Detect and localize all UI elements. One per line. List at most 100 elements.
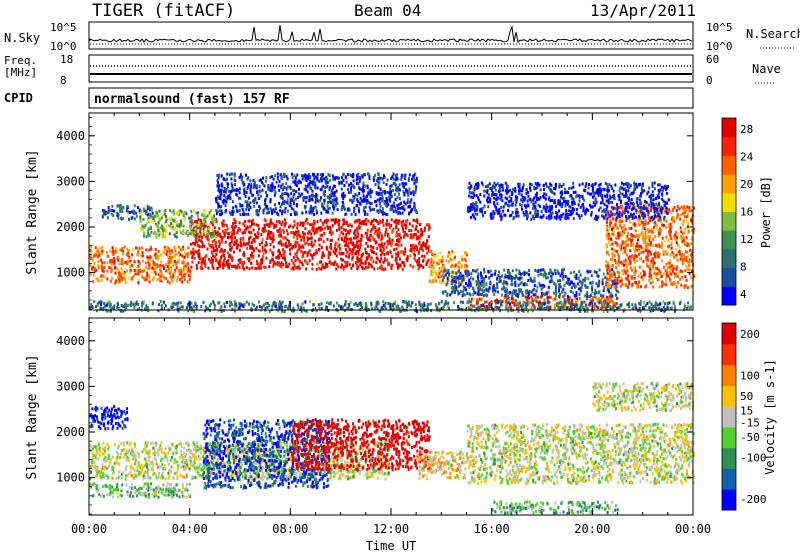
heatmap-cell bbox=[331, 231, 334, 235]
heatmap-cell bbox=[334, 252, 336, 255]
heatmap-cell bbox=[195, 230, 197, 234]
heatmap-cell bbox=[94, 252, 97, 256]
heatmap-cell bbox=[515, 289, 517, 293]
heatmap-cell bbox=[421, 248, 424, 252]
heatmap-cell bbox=[406, 259, 409, 263]
heatmap-cell bbox=[287, 194, 290, 198]
heatmap-cell bbox=[670, 230, 672, 234]
heatmap-cell bbox=[424, 244, 427, 248]
heatmap-cell bbox=[308, 199, 311, 203]
heatmap-cell bbox=[641, 269, 644, 273]
heatmap-cell bbox=[338, 234, 341, 238]
heatmap-cell bbox=[645, 207, 648, 211]
heatmap-cell bbox=[652, 264, 655, 268]
heatmap-cell bbox=[304, 227, 307, 231]
heatmap-cell bbox=[257, 249, 260, 253]
heatmap-cell bbox=[238, 196, 241, 200]
heatmap-cell bbox=[233, 178, 236, 182]
heatmap-cell bbox=[109, 258, 112, 262]
cpid-text: normalsound (fast) 157 RF bbox=[94, 92, 290, 107]
heatmap-cell bbox=[140, 210, 143, 213]
heatmap-cell bbox=[105, 251, 108, 254]
heatmap-cell bbox=[661, 246, 663, 249]
heatmap-cell bbox=[203, 219, 206, 223]
heatmap-cell bbox=[457, 281, 460, 285]
heatmap-cell bbox=[340, 181, 343, 185]
heatmap-cell bbox=[309, 236, 312, 240]
heatmap-cell bbox=[509, 305, 512, 309]
heatmap-cell bbox=[272, 177, 275, 181]
heatmap-cell bbox=[330, 233, 333, 237]
heatmap-cell bbox=[677, 213, 680, 217]
heatmap-cell bbox=[454, 264, 457, 268]
heatmap-cell bbox=[625, 243, 628, 247]
heatmap-cell bbox=[681, 275, 684, 279]
heatmap-cell bbox=[172, 275, 175, 279]
heatmap-cell bbox=[381, 236, 384, 240]
heatmap-cell bbox=[605, 264, 608, 268]
heatmap-cell bbox=[484, 293, 487, 297]
heatmap-cell bbox=[370, 190, 373, 194]
heatmap-cell bbox=[627, 243, 630, 247]
heatmap-cell bbox=[691, 229, 693, 233]
heatmap-cell bbox=[260, 178, 262, 182]
heatmap-cell bbox=[220, 182, 223, 186]
heatmap-cell bbox=[197, 261, 200, 265]
heatmap-cell bbox=[621, 269, 624, 272]
heatmap-cell bbox=[294, 266, 297, 270]
heatmap-cell bbox=[225, 187, 228, 191]
heatmap-cell bbox=[518, 192, 521, 196]
heatmap-cell bbox=[488, 286, 491, 290]
heatmap-cell bbox=[657, 268, 660, 272]
heatmap-cell bbox=[453, 290, 456, 294]
heatmap-cell bbox=[210, 209, 213, 212]
heatmap-cell bbox=[664, 269, 667, 273]
heatmap-cell bbox=[149, 212, 151, 216]
heatmap-cell bbox=[269, 259, 272, 263]
heatmap-cell bbox=[651, 263, 654, 266]
heatmap-cell bbox=[350, 198, 353, 202]
heatmap-cell bbox=[319, 173, 322, 177]
heatmap-cell bbox=[231, 233, 234, 237]
heatmap-cell bbox=[231, 258, 234, 262]
heatmap-cell bbox=[617, 290, 620, 294]
heatmap-cell bbox=[517, 277, 520, 281]
heatmap-cell bbox=[120, 206, 123, 210]
heatmap-cell bbox=[336, 208, 339, 212]
heatmap-cell bbox=[494, 299, 497, 303]
heatmap-cell bbox=[302, 224, 305, 228]
heatmap-cell bbox=[661, 236, 664, 240]
heatmap-cell bbox=[450, 275, 453, 279]
heatmap-cell bbox=[203, 213, 206, 217]
heatmap-cell bbox=[306, 235, 309, 239]
heatmap-cell bbox=[174, 245, 177, 249]
heatmap-cell bbox=[184, 278, 186, 281]
heatmap-cell bbox=[402, 227, 405, 231]
heatmap-cell bbox=[237, 227, 240, 231]
heatmap-cell bbox=[183, 251, 186, 254]
heatmap-cell bbox=[357, 252, 360, 256]
heatmap-cell bbox=[113, 260, 116, 264]
heatmap-cell bbox=[304, 173, 307, 177]
heatmap-cell bbox=[200, 261, 203, 265]
heatmap-cell bbox=[226, 182, 229, 186]
heatmap-cell bbox=[615, 302, 618, 305]
heatmap-cell bbox=[102, 214, 105, 218]
heatmap-cell bbox=[470, 195, 473, 199]
heatmap-cell bbox=[200, 262, 203, 266]
heatmap-cell bbox=[569, 302, 572, 306]
freq-label-2: [MHz] bbox=[4, 66, 37, 79]
heatmap-cell bbox=[214, 235, 217, 239]
heatmap-cell bbox=[300, 261, 303, 265]
heatmap-cell bbox=[296, 173, 299, 177]
heatmap-cell bbox=[214, 259, 217, 263]
heatmap-cell bbox=[157, 226, 160, 230]
heatmap-cell bbox=[356, 244, 359, 247]
heatmap-cell bbox=[631, 268, 633, 272]
heatmap-cell bbox=[126, 247, 129, 251]
heatmap-cell bbox=[262, 208, 265, 212]
heatmap-cell bbox=[411, 190, 414, 194]
heatmap-cell bbox=[486, 198, 488, 202]
heatmap-cell bbox=[158, 233, 161, 237]
heatmap-cell bbox=[228, 189, 230, 193]
